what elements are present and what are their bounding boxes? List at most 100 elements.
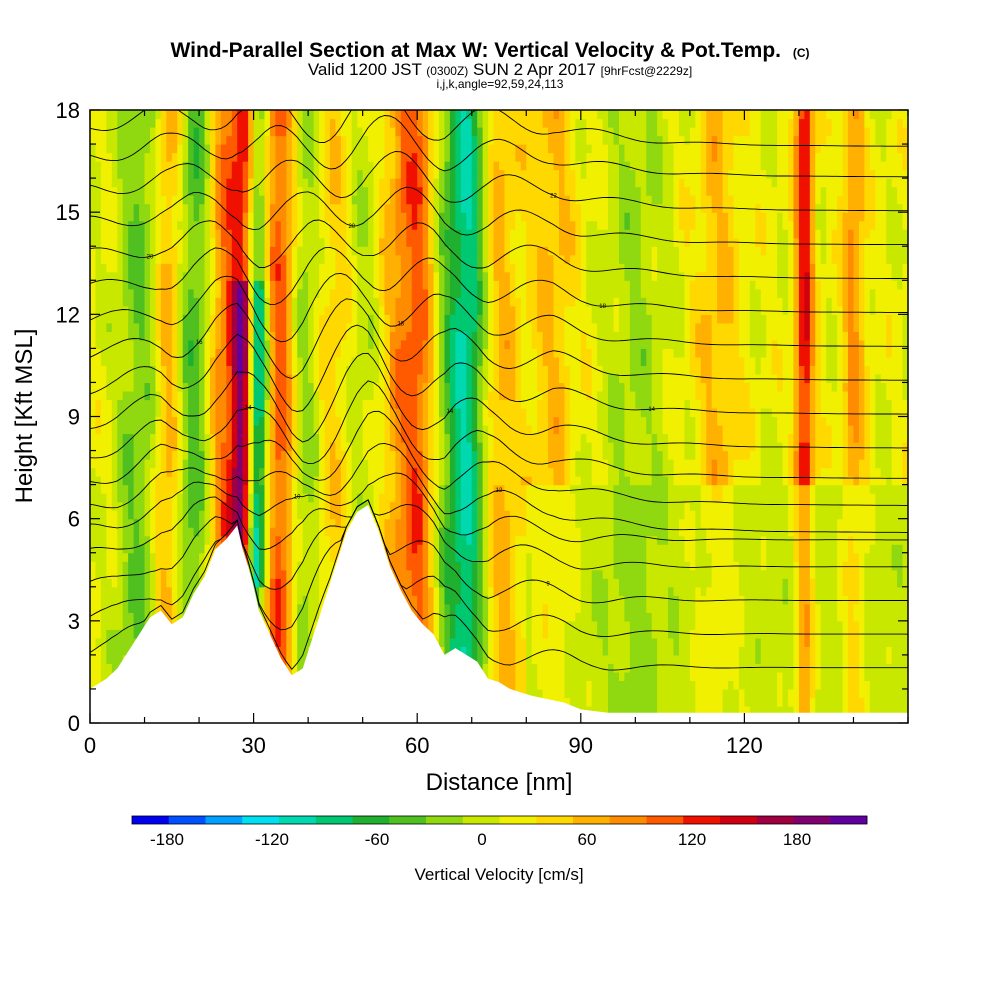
velocity-cell bbox=[368, 476, 375, 486]
velocity-cell bbox=[319, 271, 326, 281]
velocity-cell bbox=[428, 271, 435, 281]
velocity-cell bbox=[90, 442, 97, 452]
velocity-cell bbox=[466, 620, 473, 630]
velocity-cell bbox=[379, 356, 386, 367]
velocity-cell bbox=[177, 331, 184, 341]
velocity-cell bbox=[95, 646, 102, 656]
velocity-cell bbox=[455, 237, 462, 247]
velocity-cell bbox=[346, 348, 353, 358]
velocity-cell bbox=[122, 365, 129, 375]
velocity-cell bbox=[346, 365, 353, 375]
velocity-cell bbox=[100, 595, 107, 605]
velocity-cell bbox=[95, 169, 102, 179]
velocity-cell bbox=[357, 484, 364, 494]
velocity-cell bbox=[253, 356, 260, 367]
velocity-cell bbox=[242, 339, 249, 349]
velocity-cell bbox=[389, 544, 396, 554]
velocity-cell bbox=[379, 271, 386, 281]
velocity-cell bbox=[199, 356, 206, 367]
velocity-cell bbox=[455, 552, 462, 562]
velocity-cell bbox=[128, 612, 135, 622]
velocity-cell bbox=[144, 305, 151, 315]
velocity-cell bbox=[193, 407, 200, 418]
velocity-cell bbox=[100, 212, 107, 222]
velocity-cell bbox=[384, 212, 391, 222]
velocity-cell bbox=[433, 467, 440, 477]
velocity-cell bbox=[302, 195, 309, 205]
velocity-cell bbox=[444, 152, 451, 162]
velocity-cell bbox=[204, 135, 211, 145]
velocity-cell bbox=[351, 178, 358, 188]
velocity-cell bbox=[335, 161, 342, 171]
velocity-cell bbox=[248, 527, 255, 537]
velocity-cell bbox=[340, 246, 347, 256]
velocity-cell bbox=[259, 118, 266, 128]
velocity-cell bbox=[106, 425, 113, 435]
velocity-cell bbox=[373, 288, 380, 298]
velocity-cell bbox=[182, 382, 189, 392]
velocity-cell bbox=[171, 501, 178, 511]
velocity-cell bbox=[329, 407, 336, 418]
velocity-cell bbox=[400, 365, 407, 375]
velocity-cell bbox=[220, 254, 227, 264]
velocity-cell bbox=[90, 169, 97, 179]
velocity-cell bbox=[248, 322, 255, 332]
velocity-cell bbox=[313, 382, 320, 392]
velocity-cell bbox=[237, 144, 244, 154]
velocity-cell bbox=[209, 544, 217, 554]
velocity-cell bbox=[400, 237, 407, 247]
velocity-cell bbox=[302, 493, 309, 503]
velocity-cell bbox=[160, 382, 167, 392]
velocity-cell bbox=[90, 586, 97, 596]
velocity-cell bbox=[362, 186, 369, 196]
velocity-cell bbox=[177, 595, 184, 605]
velocity-cell bbox=[324, 425, 331, 435]
velocity-cell bbox=[204, 203, 211, 213]
velocity-cell bbox=[248, 390, 255, 401]
velocity-cell bbox=[117, 246, 124, 256]
velocity-cell bbox=[90, 629, 97, 639]
velocity-cell bbox=[444, 373, 451, 384]
velocity-cell bbox=[171, 450, 178, 460]
velocity-cell bbox=[111, 578, 118, 588]
velocity-cell bbox=[111, 331, 118, 341]
velocity-cell bbox=[160, 433, 167, 443]
velocity-cell bbox=[395, 263, 402, 273]
velocity-cell bbox=[149, 288, 157, 298]
velocity-cell bbox=[237, 118, 244, 128]
velocity-cell bbox=[160, 127, 167, 137]
velocity-cell bbox=[242, 195, 249, 205]
velocity-cell bbox=[384, 416, 391, 426]
velocity-cell bbox=[204, 220, 211, 230]
velocity-cell bbox=[242, 382, 249, 392]
velocity-cell bbox=[139, 407, 146, 418]
velocity-cell bbox=[275, 288, 282, 298]
velocity-cell bbox=[237, 152, 244, 162]
velocity-cell bbox=[95, 220, 102, 230]
velocity-cell bbox=[286, 178, 293, 188]
velocity-cell bbox=[444, 467, 451, 477]
velocity-cell bbox=[188, 186, 195, 196]
velocity-cell bbox=[242, 263, 249, 273]
velocity-cell bbox=[226, 459, 233, 469]
velocity-cell bbox=[259, 246, 266, 256]
velocity-cell bbox=[275, 203, 282, 213]
velocity-cell bbox=[324, 212, 331, 222]
velocity-cell bbox=[264, 271, 271, 281]
velocity-cell bbox=[324, 356, 331, 367]
velocity-cell bbox=[422, 476, 429, 486]
velocity-cell bbox=[280, 348, 287, 358]
velocity-cell bbox=[357, 246, 364, 256]
velocity-cell bbox=[449, 637, 456, 647]
velocity-cell bbox=[368, 442, 375, 452]
velocity-cell bbox=[362, 152, 369, 162]
velocity-cell bbox=[335, 373, 342, 384]
velocity-cell bbox=[128, 144, 135, 154]
velocity-cell bbox=[259, 518, 266, 528]
velocity-cell bbox=[417, 186, 424, 196]
velocity-cell bbox=[449, 280, 456, 290]
velocity-cell bbox=[237, 254, 244, 264]
velocity-cell bbox=[117, 637, 124, 647]
velocity-cell bbox=[269, 229, 277, 239]
velocity-cell bbox=[439, 518, 446, 528]
